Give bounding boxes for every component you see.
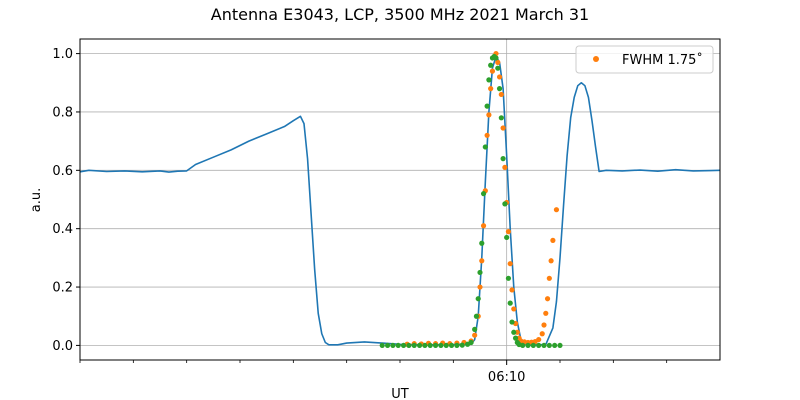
scatter-point	[489, 68, 496, 74]
scatter-point	[502, 164, 508, 170]
scatter-point	[495, 59, 501, 65]
scatter-point	[448, 342, 455, 349]
scatter-point	[438, 342, 444, 349]
grid-lines	[80, 39, 720, 360]
scatter-point	[454, 342, 460, 349]
scatter-point	[498, 115, 504, 121]
y-tick-label: 1.0	[52, 47, 73, 62]
scatter-point	[416, 342, 423, 349]
chart-title: Antenna E3043, LCP, 3500 MHz 2021 March …	[211, 5, 589, 24]
scatter-point	[541, 342, 547, 349]
scatter-point	[379, 342, 385, 349]
scatter-point	[406, 342, 412, 349]
scatter-point	[496, 74, 503, 80]
scatter-point	[495, 65, 501, 71]
scatter-point	[502, 201, 508, 207]
scatter-point	[459, 342, 465, 348]
scatter-point	[536, 336, 542, 343]
scatter-point	[480, 223, 487, 229]
scatter-point	[539, 331, 545, 337]
y-tick-label: 0.8	[52, 105, 73, 120]
scatter-point	[486, 112, 492, 118]
scatter-point	[550, 237, 556, 243]
scatter-point	[484, 132, 490, 138]
scatter-point	[507, 300, 513, 306]
scatter-point	[477, 284, 483, 290]
scatter-point	[546, 342, 552, 349]
x-tick-label: 06:10	[488, 370, 525, 385]
scatter-point	[479, 258, 485, 264]
legend-entry-label: FWHM 1.75˚	[622, 52, 703, 68]
legend: FWHM 1.75˚	[575, 45, 714, 74]
scatter-point	[443, 342, 449, 349]
legend-box	[575, 45, 714, 74]
scatter-point	[548, 258, 554, 264]
scatter-point	[390, 342, 396, 349]
scatter-point	[536, 342, 542, 349]
scatter-point	[509, 287, 515, 293]
scatter-point	[511, 306, 517, 312]
y-tick-label: 0.0	[52, 339, 73, 354]
scatter-point	[500, 125, 506, 131]
scatter-point	[395, 342, 401, 349]
scatter-point	[422, 342, 428, 349]
y-tick-label: 0.4	[52, 222, 73, 237]
scatter-point	[493, 55, 499, 61]
scatter-point	[468, 339, 474, 346]
scatter-point	[544, 296, 551, 302]
axes-layer: 0.0 0.2 0.4 0.6 0.8 1.0 06:10	[52, 47, 668, 385]
scatter-point	[520, 342, 526, 349]
scatter-point	[480, 191, 487, 197]
scatter-point	[509, 319, 515, 325]
scatter-point	[530, 342, 536, 349]
scatter-point	[486, 77, 492, 83]
x-axis-label: UT	[391, 387, 409, 400]
scatter-point	[505, 229, 512, 235]
scatter-point	[482, 144, 488, 150]
series-layer	[79, 50, 721, 349]
scatter-point	[507, 261, 513, 267]
scatter-point	[475, 296, 481, 302]
scatter-point	[427, 342, 433, 349]
scatter-point	[411, 342, 417, 349]
scatter-point	[496, 86, 503, 92]
scatter-point	[525, 342, 531, 349]
scatter-point	[473, 313, 480, 319]
y-tick-label: 0.2	[52, 281, 73, 296]
scatter-series-2	[379, 53, 563, 349]
scatter-point	[557, 342, 563, 349]
scatter-point	[505, 275, 512, 281]
scatter-point	[488, 86, 494, 92]
scatter-point	[479, 240, 485, 246]
scatter-point	[511, 329, 517, 335]
scatter-point	[504, 234, 510, 241]
scatter-point	[472, 326, 478, 332]
scatter-point	[432, 342, 439, 349]
scatter-point	[472, 332, 478, 338]
scatter-point	[512, 335, 519, 341]
scatter-point	[553, 207, 560, 213]
scatter-point	[400, 342, 407, 349]
scatter-point	[477, 269, 483, 276]
scatter-point	[541, 322, 547, 328]
scatter-point	[500, 156, 506, 162]
scatter-point	[484, 103, 490, 109]
scatter-point	[546, 275, 552, 281]
scatter-point	[498, 91, 504, 98]
scatter-point	[488, 62, 494, 68]
scatter-point	[384, 342, 391, 349]
plot-frame	[79, 38, 721, 361]
y-tick-label: 0.6	[52, 164, 73, 179]
scatter-point	[543, 310, 549, 316]
legend-marker	[593, 56, 599, 62]
scatter-series-1	[404, 50, 560, 347]
scatter-point	[552, 342, 558, 349]
series-line-0	[79, 55, 721, 346]
y-axis-label: a.u.	[29, 188, 44, 212]
